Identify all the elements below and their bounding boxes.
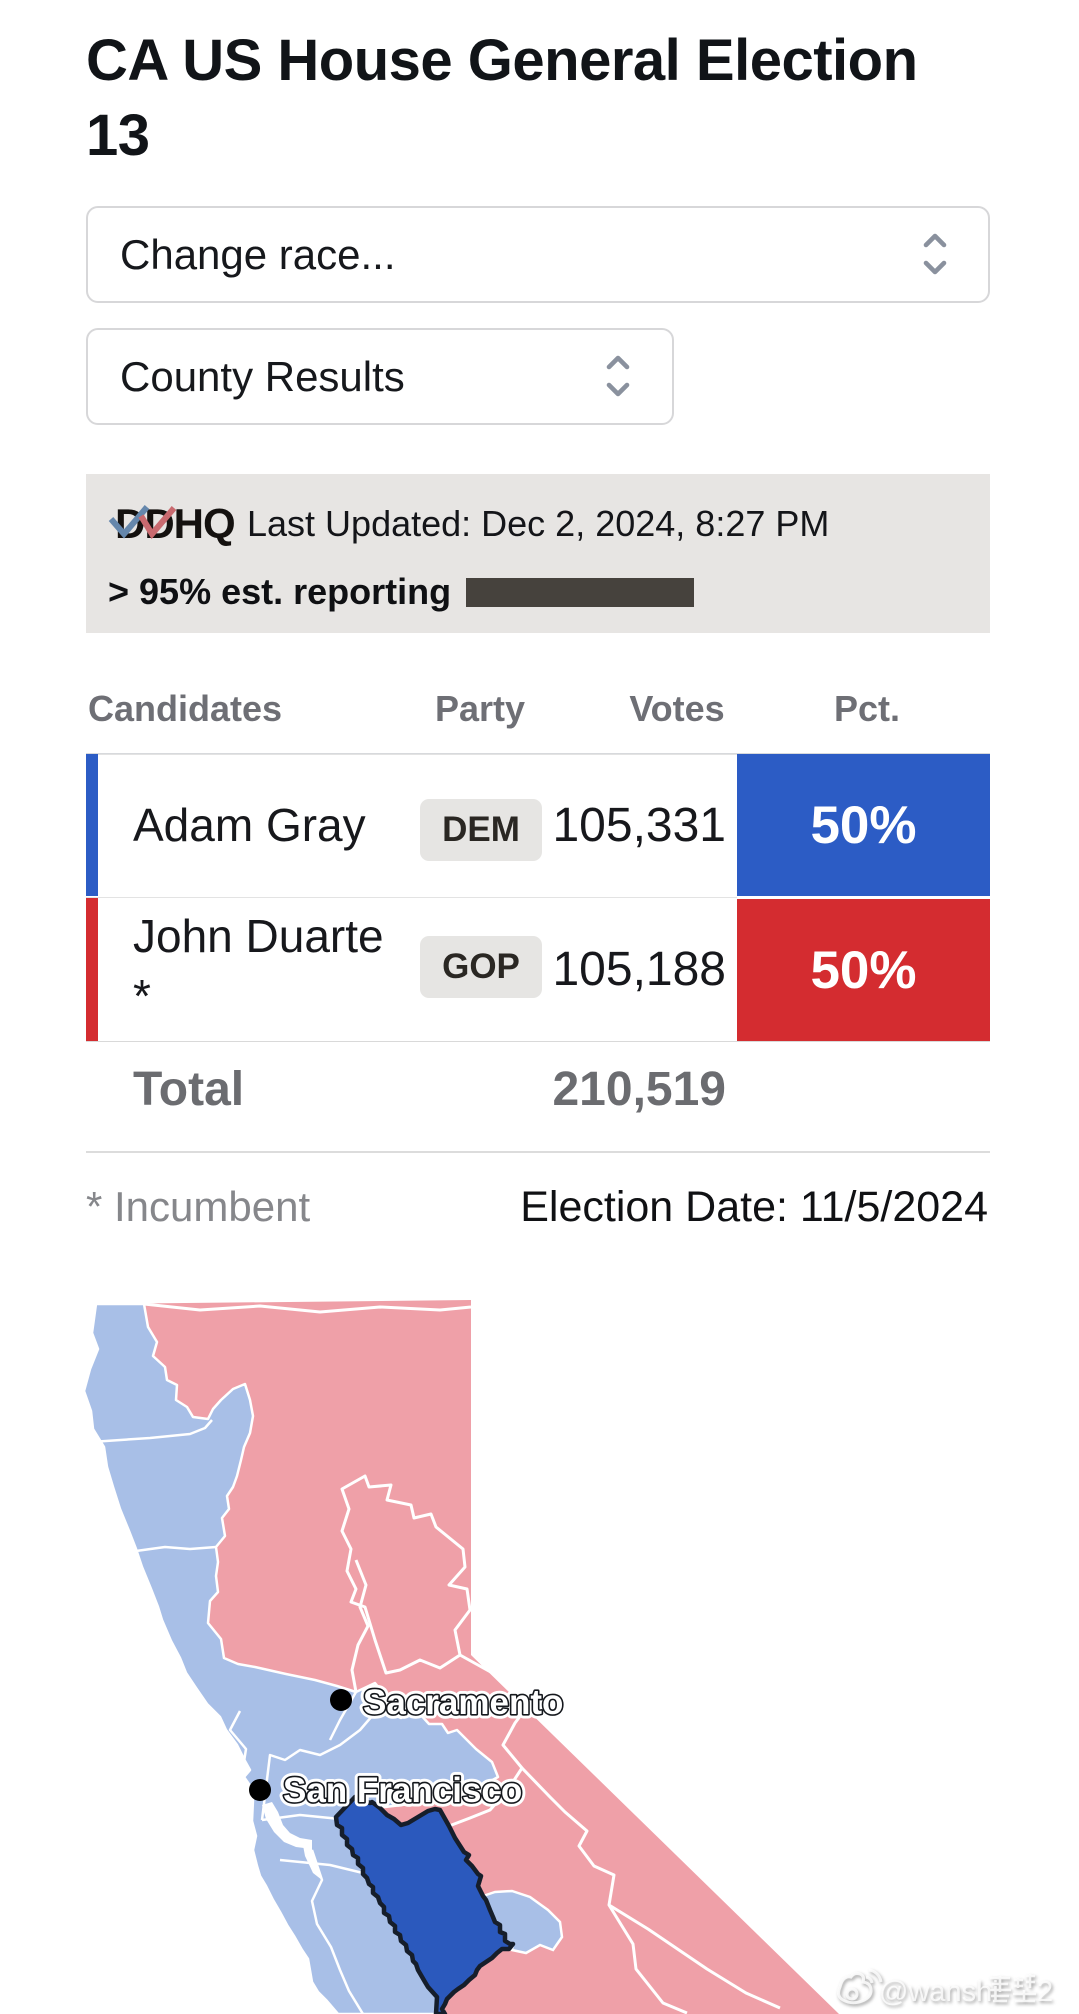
svg-text:San Francisco: San Francisco (283, 1771, 522, 1810)
svg-text:@wanshi: @wanshi (879, 1976, 999, 2008)
svg-text:2: 2 (1037, 1976, 1053, 2008)
svg-text:@wanshi: @wanshi (881, 1978, 1001, 2010)
svg-text:San Francisco: San Francisco (283, 1771, 522, 1810)
svg-text:2: 2 (1039, 1978, 1055, 2010)
svg-text:Sacramento: Sacramento (363, 1683, 563, 1722)
svg-text:Sacramento: Sacramento (363, 1683, 563, 1722)
